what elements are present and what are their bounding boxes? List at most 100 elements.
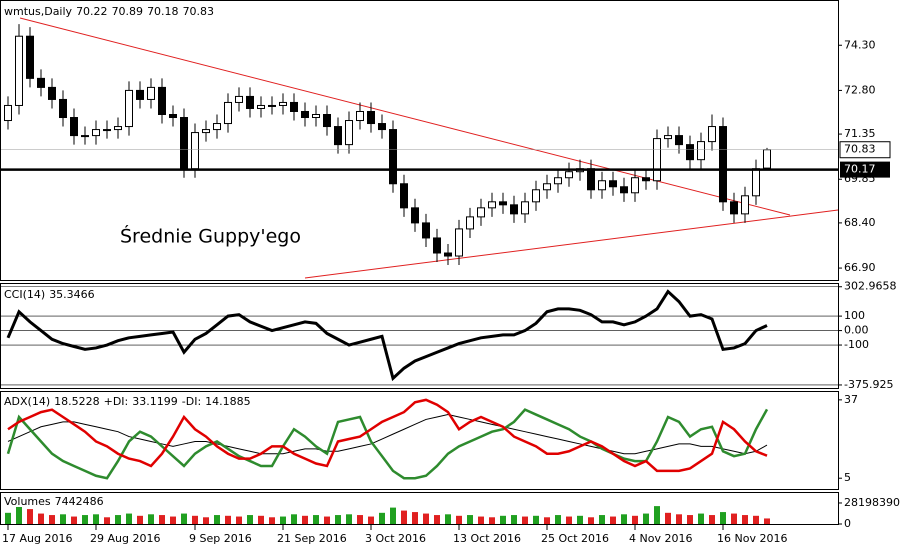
y-tick-label: 74.30 — [844, 38, 876, 51]
candle-body — [620, 186, 628, 194]
header-item: Volumes — [4, 495, 51, 508]
volume-bar — [720, 512, 726, 524]
candle-body — [4, 104, 12, 122]
volume-bar — [225, 515, 231, 524]
y-tick-label: -100 — [844, 338, 869, 351]
candle-body — [763, 149, 771, 169]
volume-bar — [16, 501, 22, 524]
volume-bar — [423, 513, 429, 524]
candle-body — [400, 183, 408, 209]
candle-body — [708, 126, 716, 143]
candle-body — [741, 195, 749, 215]
plot — [6, 289, 768, 382]
candle-body — [664, 135, 672, 140]
volume-bar — [269, 517, 275, 524]
volume-bar — [126, 513, 132, 524]
volume-bar — [588, 517, 594, 524]
indicator-line — [7, 398, 768, 473]
candle-body — [554, 177, 562, 185]
y-tick-label: 28198390 — [844, 496, 900, 509]
candle-body — [411, 207, 419, 224]
header-item: CCI(14) — [4, 288, 45, 301]
candle-body — [147, 86, 155, 100]
volume-bar — [104, 517, 110, 524]
volume-bar — [302, 515, 308, 524]
header-item: 70.22 — [76, 5, 108, 18]
candle-body — [125, 89, 133, 128]
y-tick-label: 72.80 — [844, 83, 876, 96]
volume-bar — [203, 517, 209, 524]
volume-bar — [445, 514, 451, 524]
candle-body — [301, 110, 309, 119]
adx-panel — [0, 391, 839, 490]
x-tick-label: 4 Nov 2016 — [629, 532, 692, 545]
x-tick-label: 17 Aug 2016 — [2, 532, 72, 545]
candle-body — [191, 132, 199, 170]
candle-body — [213, 123, 221, 131]
volume-bar — [456, 515, 462, 524]
y-tick-label: -375.925 — [844, 378, 893, 391]
price-label: 70.83 — [844, 143, 876, 156]
header-item: 70.18 — [147, 5, 179, 18]
candle-body — [389, 129, 397, 185]
volume-bar — [665, 512, 671, 524]
candle-body — [169, 114, 177, 119]
volume-bar — [159, 515, 165, 524]
volume-bar — [258, 515, 264, 524]
panel-header: wmtus,Daily 70.22 70.89 70.18 70.83 — [4, 5, 214, 18]
header-item: 35.3466 — [49, 288, 95, 301]
volume-bar — [401, 510, 407, 524]
trend-line — [304, 209, 839, 279]
candle-body — [532, 189, 540, 203]
volume-bar — [346, 514, 352, 524]
candle-body — [279, 101, 287, 106]
candle-body — [521, 201, 529, 215]
volume-bar — [313, 515, 319, 524]
plot — [4, 24, 771, 266]
indicator-line — [6, 408, 769, 480]
candle-body — [367, 110, 375, 125]
y-tick-label: 37 — [844, 393, 858, 406]
volume-bar — [115, 515, 121, 524]
header-item: ADX(14) — [4, 395, 50, 408]
volume-bar — [71, 516, 77, 524]
candle-body — [455, 228, 463, 257]
candle-body — [466, 216, 474, 230]
volume-bar — [467, 515, 473, 524]
volume-bar — [27, 509, 33, 524]
volume-bar — [731, 513, 737, 524]
header-item: 18.5228 — [54, 395, 100, 408]
volume-bar — [544, 517, 550, 524]
panel-header: CCI(14) 35.3466 — [4, 288, 95, 301]
candle-body — [136, 89, 144, 100]
volume-bar — [555, 515, 561, 524]
panel-header: Volumes 7442486 — [4, 495, 104, 508]
y-tick-label: 302.9658 — [844, 280, 897, 293]
y-tick-label: 71.35 — [844, 127, 876, 140]
candle-body — [114, 126, 122, 131]
y-tick-label: 0 — [844, 517, 851, 530]
x-tick-label: 13 Oct 2016 — [453, 532, 521, 545]
x-tick-label: 29 Aug 2016 — [90, 532, 160, 545]
x-tick-label: 25 Oct 2016 — [541, 532, 609, 545]
candle-body — [158, 86, 166, 116]
cci-panel — [0, 283, 839, 389]
x-tick-label: 9 Sep 2016 — [189, 532, 252, 545]
volume-bar — [60, 514, 66, 524]
volume-bar — [599, 515, 605, 524]
candle-body — [642, 177, 650, 182]
candle-body — [59, 98, 67, 119]
volume-bar — [390, 507, 396, 524]
trend-line — [19, 17, 791, 216]
candle-body — [257, 104, 265, 109]
candle-body — [444, 252, 452, 257]
candle-body — [334, 126, 342, 146]
candle-body — [422, 222, 430, 239]
candle-body — [180, 117, 188, 170]
candle-body — [609, 180, 617, 188]
candle-body — [730, 201, 738, 215]
candle-body — [92, 129, 100, 137]
candle-body — [15, 35, 23, 106]
header-item: +DI: — [104, 395, 129, 408]
